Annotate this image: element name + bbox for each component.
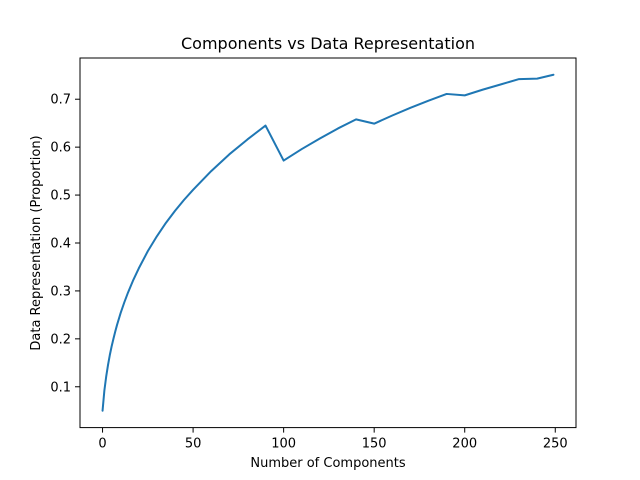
y-tick-label: 0.4 bbox=[50, 236, 71, 251]
y-tick-label: 0.6 bbox=[50, 141, 71, 156]
y-tick-label: 0.2 bbox=[50, 332, 71, 347]
x-axis: 0 50 100 150 200 250 bbox=[98, 427, 568, 452]
plot-area bbox=[101, 73, 555, 412]
x-tick-label: 100 bbox=[271, 437, 296, 452]
x-tick-label: 150 bbox=[362, 437, 387, 452]
series-line bbox=[101, 73, 555, 412]
y-tick-label: 0.1 bbox=[50, 380, 71, 395]
x-axis-label: Number of Components bbox=[250, 456, 405, 471]
y-axis: 0.1 0.2 0.3 0.4 0.5 0.6 0.7 bbox=[50, 93, 80, 395]
x-tick-label: 50 bbox=[185, 437, 202, 452]
x-tick-label: 250 bbox=[543, 437, 568, 452]
y-tick-label: 0.7 bbox=[50, 93, 71, 108]
y-tick-label: 0.3 bbox=[50, 284, 71, 299]
chart-title: Components vs Data Representation bbox=[181, 34, 475, 53]
y-tick-label: 0.5 bbox=[50, 189, 71, 204]
x-tick-label: 200 bbox=[452, 437, 477, 452]
y-axis-label: Data Representation (Proportion) bbox=[29, 135, 44, 350]
x-tick-label: 0 bbox=[98, 437, 106, 452]
